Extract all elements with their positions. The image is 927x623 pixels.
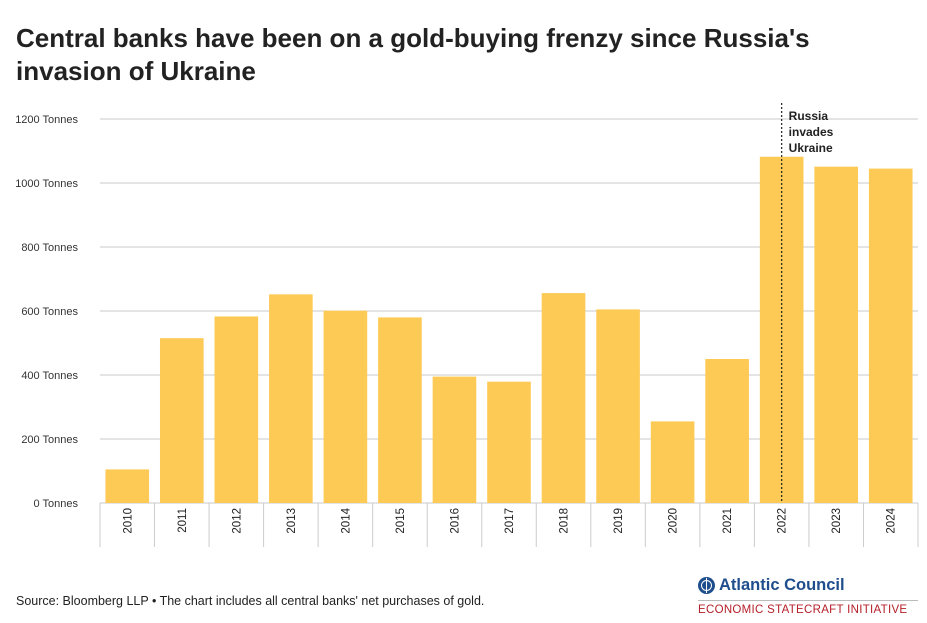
bar <box>650 421 695 503</box>
bar <box>159 338 204 503</box>
bar-chart: 0 Tonnes 200 Tonnes 400 Tonnes 600 Tonnes 80… <box>15 103 919 547</box>
x-tick-label: 2012 <box>231 508 243 534</box>
y-tick-label: 1000 Tonnes <box>15 178 78 190</box>
x-tick-label: 2011 <box>177 508 189 533</box>
x-tick-label: 2015 <box>395 508 407 534</box>
bar <box>759 156 804 503</box>
bar <box>214 316 259 503</box>
x-tick-label: 2022 <box>777 508 789 534</box>
y-tick-label: 800 Tonnes <box>21 242 78 254</box>
bar <box>868 168 913 503</box>
x-tick-label: 2013 <box>286 508 298 534</box>
bar <box>432 376 477 503</box>
source-note: Source: Bloomberg LLP • The chart includ… <box>16 594 485 608</box>
globe-icon <box>698 577 715 594</box>
bar <box>541 293 586 503</box>
y-tick-label: 400 Tonnes <box>21 370 78 382</box>
chart-title-line-1: Central banks have been on a gold-buying… <box>16 23 810 53</box>
brand-name: Atlantic Council <box>719 576 845 594</box>
annotation-label: Ukraine <box>789 141 833 155</box>
bar <box>487 381 531 503</box>
chart-title-line-2: invasion of Ukraine <box>16 56 256 86</box>
bar <box>269 294 313 503</box>
y-tick-label: 1200 Tonnes <box>15 114 78 126</box>
bar <box>814 166 859 503</box>
chart-title: Central banks have been on a gold-buying… <box>16 22 896 88</box>
x-tick-label: 2016 <box>449 508 461 534</box>
annotation-label: invades <box>789 125 834 139</box>
brand-logo: Atlantic Council <box>698 576 918 595</box>
x-tick-label: 2021 <box>722 508 734 534</box>
bar <box>705 359 749 503</box>
y-tick-label: 200 Tonnes <box>21 434 78 446</box>
y-tick-label: 600 Tonnes <box>21 306 78 318</box>
x-tick-label: 2017 <box>504 508 516 534</box>
x-tick-label: 2018 <box>559 508 571 534</box>
x-tick-label: 2023 <box>831 508 843 534</box>
x-tick-label: 2020 <box>668 508 680 534</box>
brand-subtitle: ECONOMIC STATECRAFT INITIATIVE <box>698 600 918 616</box>
bar <box>378 317 422 503</box>
x-tick-label: 2014 <box>340 507 352 533</box>
brand-block: Atlantic Council ECONOMIC STATECRAFT INI… <box>698 576 918 616</box>
bar <box>323 310 368 503</box>
x-tick-label: 2024 <box>886 507 898 533</box>
x-tick-label: 2019 <box>613 508 625 534</box>
bar <box>596 309 640 503</box>
y-tick-label: 0 Tonnes <box>34 498 79 510</box>
annotation-label: Russia <box>789 109 829 123</box>
bar <box>105 469 150 503</box>
x-tick-label: 2010 <box>122 508 134 534</box>
